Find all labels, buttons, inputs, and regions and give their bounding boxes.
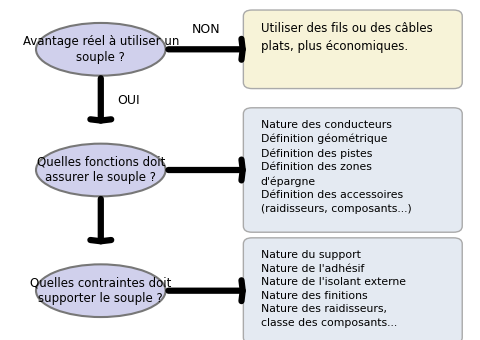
Text: OUI: OUI xyxy=(118,95,140,107)
Text: Nature des conducteurs
Définition géométrique
Définition des pistes
Définition d: Nature des conducteurs Définition géomét… xyxy=(261,120,411,214)
Text: Quelles fonctions doit
assurer le souple ?: Quelles fonctions doit assurer le souple… xyxy=(36,155,165,185)
Text: Avantage réel à utiliser un
souple ?: Avantage réel à utiliser un souple ? xyxy=(23,35,179,64)
Text: Nature du support
Nature de l'adhésif
Nature de l'isolant externe
Nature des fin: Nature du support Nature de l'adhésif Na… xyxy=(261,250,406,328)
Ellipse shape xyxy=(36,265,166,317)
FancyBboxPatch shape xyxy=(243,10,462,89)
Ellipse shape xyxy=(36,23,166,76)
Text: NON: NON xyxy=(192,23,221,36)
FancyBboxPatch shape xyxy=(243,108,462,232)
Text: Quelles contraintes doit
supporter le souple ?: Quelles contraintes doit supporter le so… xyxy=(30,276,171,305)
Ellipse shape xyxy=(36,143,166,197)
Text: Utiliser des fils ou des câbles
plats, plus économiques.: Utiliser des fils ou des câbles plats, p… xyxy=(261,22,432,53)
FancyBboxPatch shape xyxy=(243,238,462,340)
